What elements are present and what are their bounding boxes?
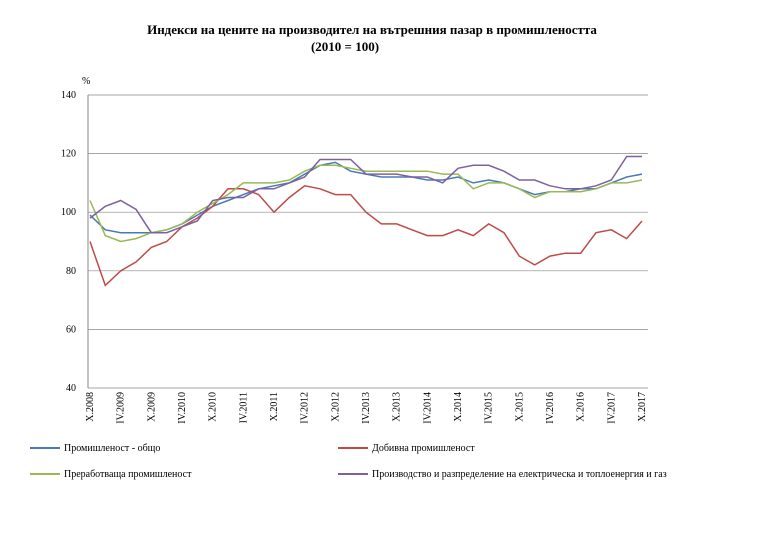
x-tick-label: IV.2017 — [606, 392, 617, 424]
x-tick-label: X.2009 — [146, 392, 157, 422]
x-tick-label: X.2015 — [514, 392, 525, 422]
x-tick-label: IV.2013 — [361, 392, 372, 424]
x-tick-label: X.2008 — [85, 392, 96, 422]
x-tick-label: X.2013 — [392, 392, 403, 422]
y-axis-label: % — [82, 76, 90, 87]
x-tick-label: X.2012 — [330, 392, 341, 422]
x-tick-label: IV.2016 — [545, 392, 556, 424]
x-tick-label: X.2017 — [637, 392, 648, 422]
legend-label: Преработваща промишленост — [64, 469, 192, 480]
x-tick-label: IV.2015 — [484, 392, 495, 424]
y-tick-label: 80 — [66, 266, 76, 277]
x-tick-label: X.2014 — [453, 392, 464, 422]
y-tick-label: 140 — [61, 90, 76, 101]
x-tick-label: IV.2009 — [116, 392, 127, 424]
chart-subtitle: (2010 = 100) — [311, 39, 379, 54]
chart-title: Индекси на цените на производител на вът… — [147, 22, 597, 37]
x-tick-label: X.2011 — [269, 392, 280, 421]
series-line — [89, 161, 643, 234]
legend-label: Промишленост - общо — [64, 443, 160, 454]
y-tick-label: 40 — [66, 383, 76, 394]
y-tick-label: 120 — [61, 149, 76, 160]
series-line — [89, 164, 643, 243]
x-tick-label: IV.2011 — [238, 392, 249, 423]
x-tick-label: IV.2014 — [422, 392, 433, 424]
x-tick-label: IV.2010 — [177, 392, 188, 424]
legend-label: Производство и разпределение на електрич… — [372, 469, 667, 480]
series-line — [89, 155, 642, 234]
y-tick-label: 100 — [61, 207, 76, 218]
x-tick-label: X.2010 — [208, 392, 219, 422]
x-tick-label: X.2016 — [576, 392, 587, 422]
legend-label: Добивна промишленост — [372, 443, 475, 454]
y-tick-label: 60 — [66, 324, 76, 335]
x-tick-label: IV.2012 — [300, 392, 311, 424]
